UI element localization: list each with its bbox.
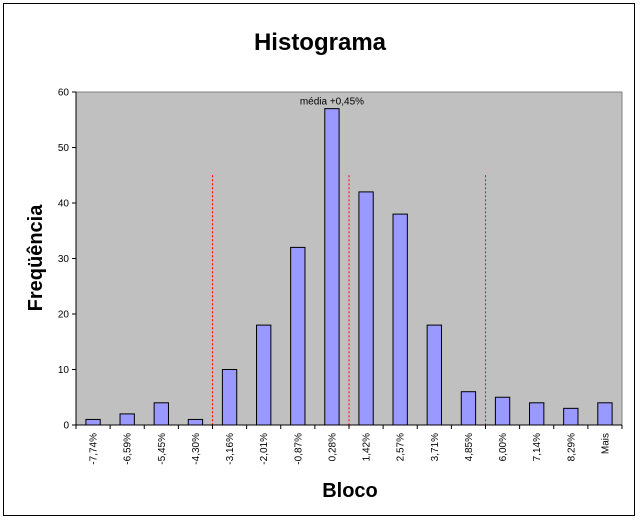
bar-2 xyxy=(153,402,169,426)
x-tick-label-2: -5,45% xyxy=(157,433,168,465)
x-tick-label-3: -4,30% xyxy=(191,433,202,465)
y-tick-label-6: 60 xyxy=(58,88,70,99)
y-tick-label-3: 30 xyxy=(58,254,70,265)
mean-annotation: média +0,45% xyxy=(300,97,364,108)
x-tick-label-0: -7,74% xyxy=(89,433,100,465)
y-tick-label-2: 20 xyxy=(58,310,70,321)
bar-3 xyxy=(187,418,204,426)
x-tick-label-13: 7,14% xyxy=(532,433,543,461)
x-tick-label-7: 0,28% xyxy=(327,433,338,461)
x-tick-label-4: -3,16% xyxy=(225,433,236,465)
x-axis-title: Bloco xyxy=(322,480,378,502)
bar-8 xyxy=(358,191,374,426)
x-tick-label-8: 1,42% xyxy=(362,433,373,461)
bar-6 xyxy=(290,246,306,426)
bar-11 xyxy=(460,391,477,426)
bar-0 xyxy=(85,418,101,426)
x-axis-ticks: -7,74% -6,59% -5,45% -4,30% -3,16% -2,01% -0,8… xyxy=(75,425,623,465)
bars xyxy=(85,108,613,426)
x-tick-label-11: 4,85% xyxy=(464,433,475,461)
y-tick-label-4: 40 xyxy=(58,199,70,210)
bar-9 xyxy=(392,213,408,426)
bar-12 xyxy=(494,396,511,426)
x-tick-label-15: Mais xyxy=(600,433,611,454)
x-tick-label-9: 2,57% xyxy=(396,433,407,461)
y-tick-label-1: 10 xyxy=(58,365,70,376)
y-tick-label-0: 0 xyxy=(63,421,69,432)
bar-7 xyxy=(324,108,340,426)
y-axis-ticks: 0 10 20 30 40 50 60 xyxy=(58,88,76,432)
bar-4 xyxy=(221,369,238,426)
bar-15 xyxy=(597,402,613,426)
chart-title: Histograma xyxy=(254,29,387,56)
y-axis-title: Freqüência xyxy=(25,204,47,312)
bar-10 xyxy=(426,324,442,426)
x-tick-label-12: 6,00% xyxy=(498,433,509,461)
reference-lines xyxy=(212,175,486,425)
bar-5 xyxy=(256,324,272,426)
plot-area xyxy=(75,91,623,426)
bar-13 xyxy=(529,402,545,426)
x-tick-label-1: -6,59% xyxy=(123,433,134,465)
bar-1 xyxy=(119,413,135,426)
x-tick-label-5: -2,01% xyxy=(259,433,270,465)
x-tick-label-10: 3,71% xyxy=(430,433,441,461)
x-tick-label-14: 8,29% xyxy=(566,433,577,461)
y-tick-label-5: 50 xyxy=(58,143,70,154)
x-tick-label-6: -0,87% xyxy=(293,433,304,465)
bar-14 xyxy=(563,407,579,426)
